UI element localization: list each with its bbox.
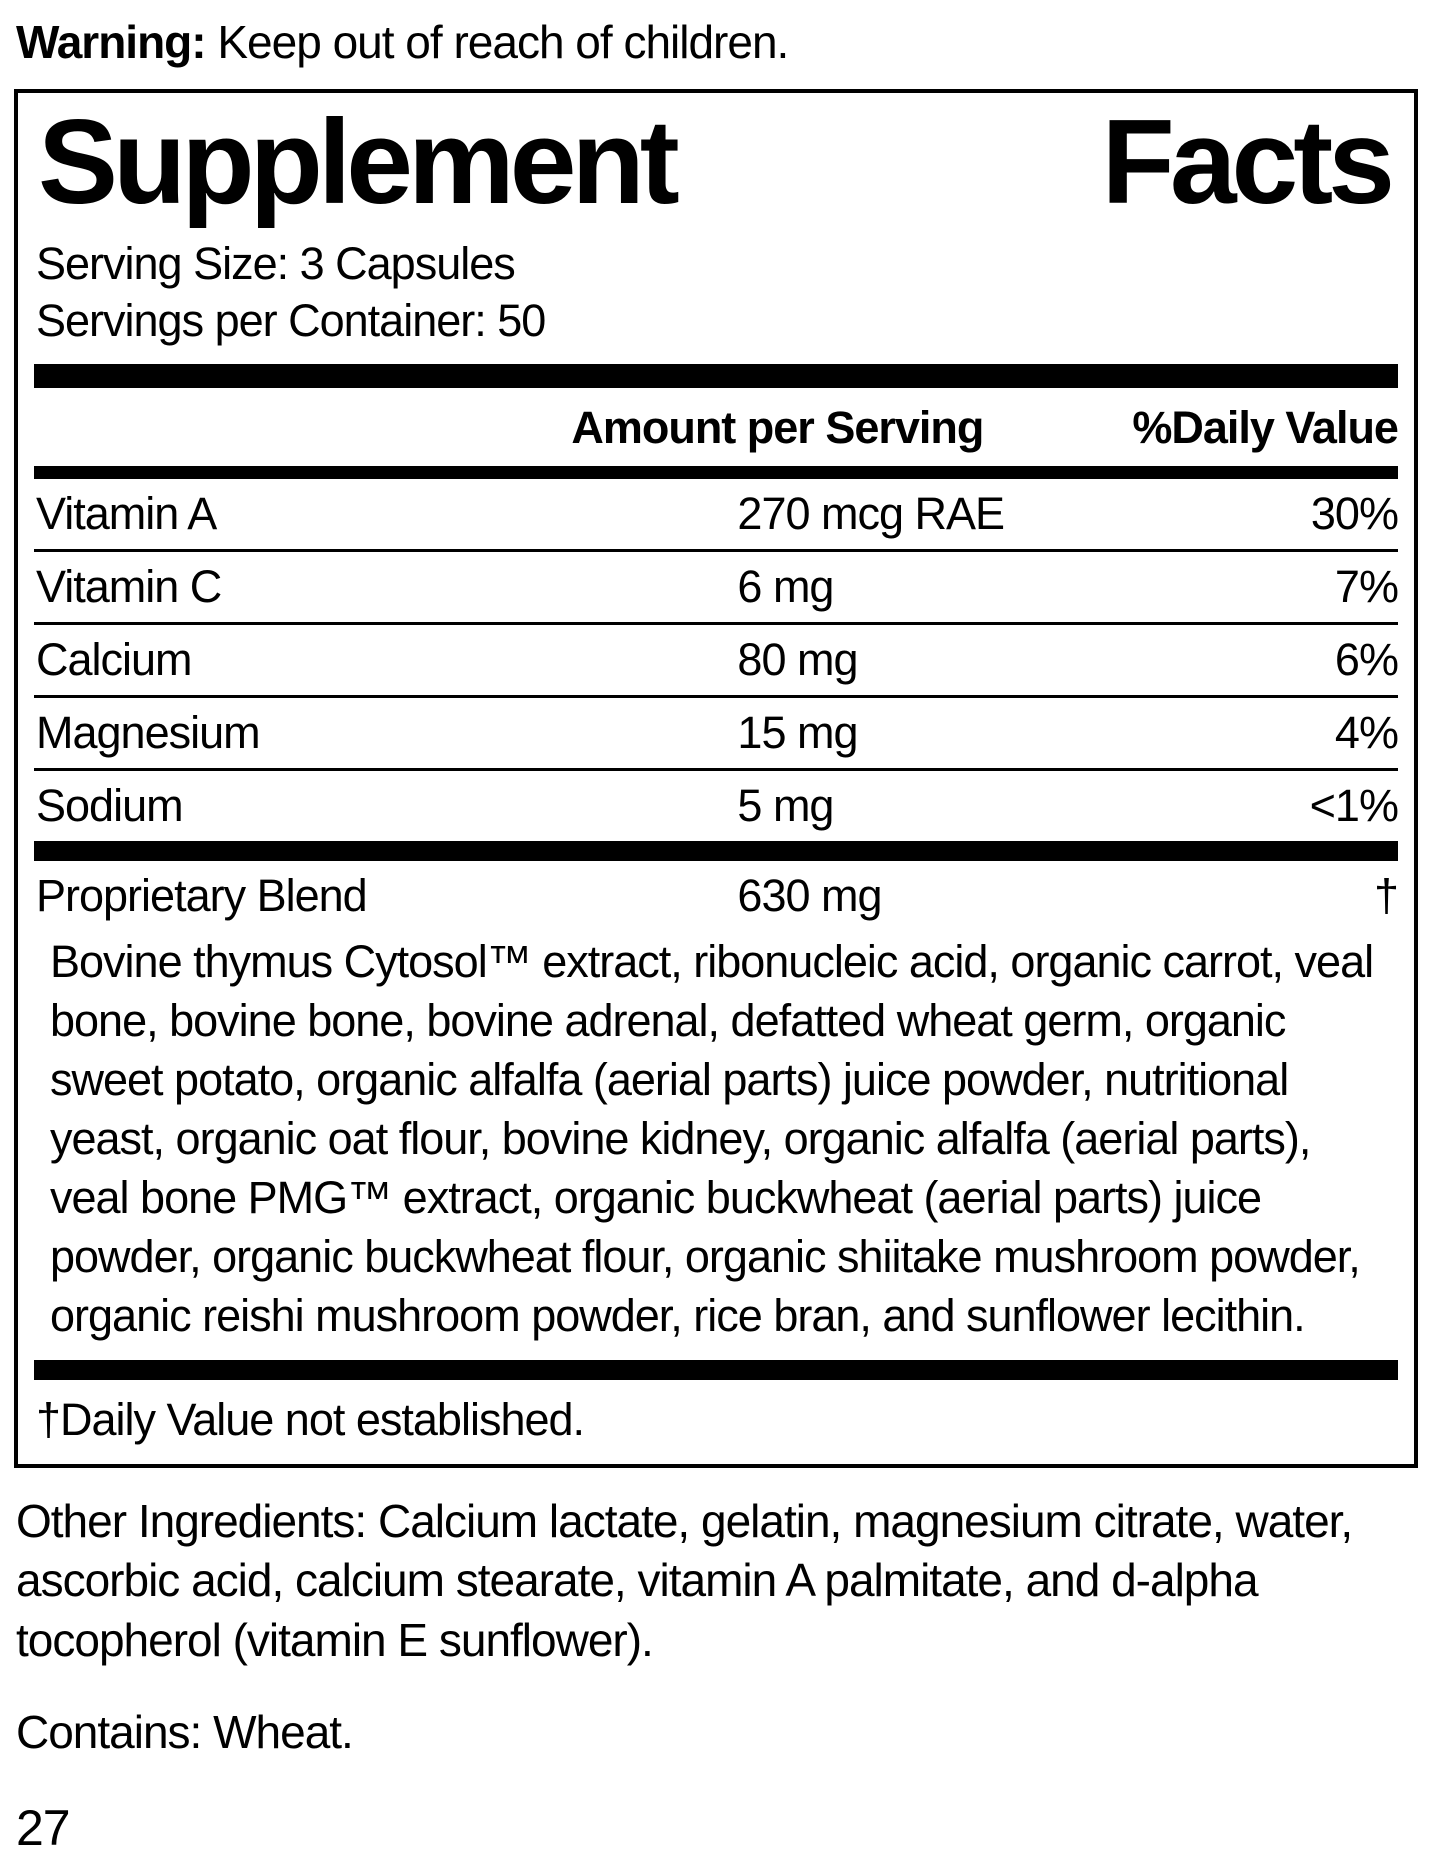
table-row: Vitamin A 270 mcg RAE 30% — [34, 479, 1399, 549]
contains-statement: Contains: Wheat. — [16, 1706, 354, 1759]
nutrient-name: Vitamin C — [36, 561, 222, 613]
serving-info: Serving Size: 3 Capsules Servings per Co… — [36, 235, 1398, 350]
warning-body: Keep out of reach of children. — [205, 16, 789, 68]
nutrient-daily-value: 7% — [1334, 561, 1399, 613]
column-header-daily-value: %Daily Value — [1132, 402, 1399, 454]
panel-title-word-1: Supplement — [38, 94, 680, 229]
divider-thick-footnote — [34, 1359, 1398, 1380]
divider-thick-blend — [34, 841, 1398, 862]
warning-label: Warning: — [16, 16, 207, 68]
supplement-facts-panel: Supplement Facts Serving Size: 3 Capsule… — [14, 88, 1418, 1468]
blend-name: Proprietary Blend — [36, 870, 368, 922]
nutrient-name: Sodium — [36, 780, 184, 832]
blend-daily-value: † — [1373, 870, 1399, 922]
nutrient-amount: 6 mg — [737, 561, 834, 613]
row-separator — [34, 768, 1398, 772]
nutrient-name: Magnesium — [36, 707, 261, 759]
blend-amount: 630 mg — [737, 870, 882, 922]
row-separator — [34, 622, 1398, 626]
row-separator — [34, 695, 1398, 699]
page-number: 27 — [16, 1800, 71, 1857]
nutrient-amount: 15 mg — [737, 707, 858, 759]
table-row: Magnesium 15 mg 4% — [34, 698, 1399, 768]
panel-title-word-2: Facts — [1101, 94, 1395, 229]
daily-value-footnote: †Daily Value not established. — [36, 1393, 585, 1445]
blend-description: Bovine thymus Cytosol™ extract, ribonucl… — [50, 936, 1374, 1341]
column-header-amount: Amount per Serving — [571, 402, 984, 454]
nutrient-amount: 80 mg — [737, 634, 858, 686]
row-separator — [34, 549, 1398, 553]
table-row: Sodium 5 mg <1% — [34, 771, 1399, 841]
table-row-proprietary-blend: Proprietary Blend 630 mg † — [34, 861, 1399, 931]
serving-size: Serving Size: 3 Capsules — [36, 237, 516, 289]
other-ingredients-text: Other Ingredients: Calcium lactate, gela… — [16, 1494, 1353, 1667]
table-header: Amount per Serving %Daily Value — [34, 388, 1399, 466]
table-row: Vitamin C 6 mg 7% — [34, 552, 1399, 622]
divider-medium-header — [34, 466, 1398, 480]
servings-per-container: Servings per Container: 50 — [36, 295, 546, 347]
nutrient-name: Vitamin A — [36, 488, 217, 540]
warning-text: Warning: Keep out of reach of children. — [16, 16, 1418, 69]
nutrient-daily-value: <1% — [1309, 780, 1399, 832]
nutrient-daily-value: 30% — [1310, 488, 1399, 540]
panel-title: Supplement Facts — [34, 97, 1398, 225]
divider-thick-top — [34, 364, 1398, 389]
nutrient-daily-value: 6% — [1334, 634, 1399, 686]
nutrient-amount: 270 mcg RAE — [737, 488, 1005, 540]
nutrient-daily-value: 4% — [1334, 707, 1399, 759]
table-row: Calcium 80 mg 6% — [34, 625, 1399, 695]
nutrient-amount: 5 mg — [737, 780, 834, 832]
nutrient-name: Calcium — [36, 634, 193, 686]
